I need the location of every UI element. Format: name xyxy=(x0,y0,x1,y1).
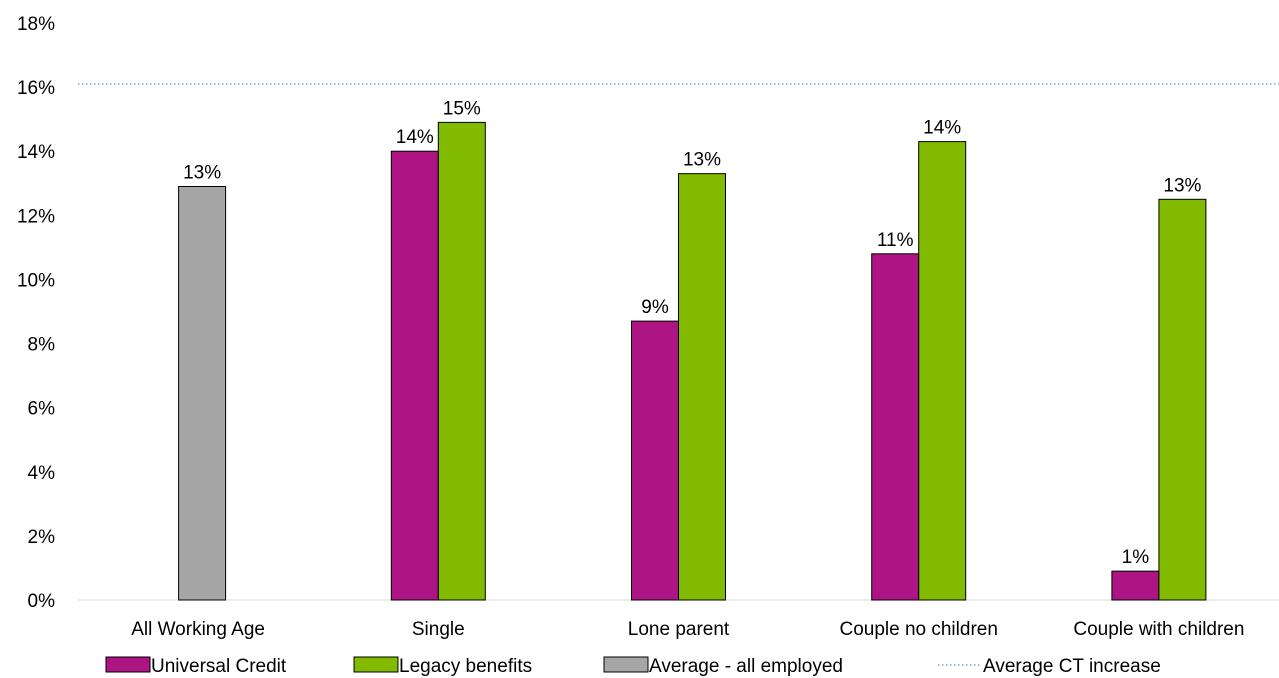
y-tick-label: 18% xyxy=(17,14,55,35)
bar-universal-credit-lone-parent xyxy=(631,320,679,601)
data-label-legacy-benefits-couple-with-children: 13% xyxy=(1163,175,1201,196)
data-label-legacy-benefits-lone-parent: 13% xyxy=(683,150,721,171)
y-tick-label: 2% xyxy=(28,527,56,548)
y-tick-label: 12% xyxy=(17,206,55,227)
legend-label-legacy-benefits: Legacy benefits xyxy=(399,656,532,677)
data-label-universal-credit-couple-no-children: 11% xyxy=(877,230,914,251)
y-tick-label: 14% xyxy=(17,142,55,163)
bar-legacy-benefits-couple-no-children xyxy=(918,141,967,601)
x-category-label: Lone parent xyxy=(628,619,730,640)
data-label-universal-credit-single: 14% xyxy=(396,127,434,148)
x-category-label: Couple no children xyxy=(839,619,997,640)
bar-universal-credit-couple-no-children xyxy=(871,253,920,601)
legend-label-universal-credit: Universal Credit xyxy=(151,656,287,677)
data-label-average-all-employed-all-working-age: 13% xyxy=(183,162,221,183)
data-label-universal-credit-lone-parent: 9% xyxy=(641,297,669,318)
bar-legacy-benefits-couple-with-children xyxy=(1158,198,1207,601)
legend: Universal Credit Legacy benefits Average -… xyxy=(105,656,1161,677)
legend-swatch-legacy-benefits xyxy=(353,656,399,673)
bars: 13% 14% 15% 9% 13% 11% 14% 1% 13% xyxy=(178,98,1207,601)
x-category-label: Single xyxy=(412,619,465,640)
x-category-label: All Working Age xyxy=(131,619,265,640)
data-label-universal-credit-couple-with-children: 1% xyxy=(1122,547,1150,568)
bar-legacy-benefits-lone-parent xyxy=(678,173,726,601)
y-axis: 0% 2% 4% 6% 8% 10% 12% 14% 16% 18% xyxy=(17,14,55,612)
y-tick-label: 4% xyxy=(28,463,56,484)
y-tick-label: 6% xyxy=(28,399,56,420)
legend-label-average-ct-increase: Average CT increase xyxy=(983,656,1161,677)
bar-legacy-benefits-single xyxy=(437,121,486,601)
legend-swatch-average-all-employed xyxy=(603,656,649,673)
legend-swatch-universal-credit xyxy=(105,656,151,673)
data-label-legacy-benefits-single: 15% xyxy=(443,98,481,119)
x-category-label: Couple with children xyxy=(1073,619,1244,640)
bar-universal-credit-single xyxy=(390,150,439,601)
data-label-legacy-benefits-couple-no-children: 14% xyxy=(923,118,961,139)
y-tick-label: 16% xyxy=(17,78,55,99)
y-tick-label: 0% xyxy=(28,591,56,612)
y-tick-label: 8% xyxy=(28,335,56,356)
bar-universal-credit-couple-with-children xyxy=(1111,570,1160,601)
y-tick-label: 10% xyxy=(17,270,55,291)
bar-average-all-employed-all-working-age xyxy=(178,185,227,601)
x-axis: All Working Age Single Lone parent Couple n… xyxy=(131,619,1244,640)
legend-label-average-all-employed: Average - all employed xyxy=(649,656,843,677)
